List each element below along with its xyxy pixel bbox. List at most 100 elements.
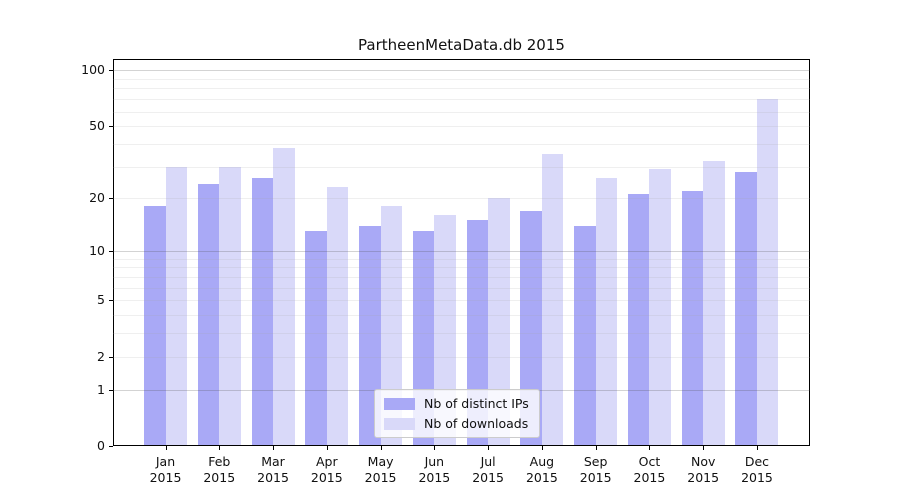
x-tick-year: 2015 [579, 470, 612, 485]
y-tick-label: 1 [97, 381, 105, 397]
y-tick-mark [109, 356, 113, 358]
bar-distinct-ips [735, 172, 757, 446]
y-gridline-minor [113, 300, 810, 302]
y-tick-mark [109, 198, 113, 200]
legend-item-downloads: Nb of downloads [384, 416, 529, 431]
x-tick-mark [756, 446, 758, 450]
legend-swatch-downloads [384, 417, 415, 430]
y-gridline-major [113, 70, 810, 72]
y-gridline-minor [113, 333, 810, 335]
bar-downloads [273, 147, 295, 446]
x-tick-month: Mar [261, 454, 285, 469]
y-tick-label: 20 [89, 190, 105, 206]
x-tick-year: 2015 [257, 470, 289, 485]
x-tick-month: Oct [638, 454, 661, 469]
x-tick-month: Jun [424, 454, 445, 469]
y-gridline-minor [113, 315, 810, 317]
x-tick-month: Jan [155, 454, 176, 469]
x-tick-label: Jun 2015 [398, 454, 470, 486]
y-gridline-minor [113, 111, 810, 113]
plot-area [113, 59, 810, 446]
bar-downloads [219, 166, 241, 446]
y-tick-label: 50 [89, 118, 105, 134]
bar-distinct-ips [681, 190, 704, 446]
x-tick-year: 2015 [418, 470, 451, 485]
x-tick-year: 2015 [525, 470, 558, 485]
y-tick-mark [109, 300, 113, 302]
bar-downloads [165, 166, 187, 446]
x-tick-year: 2015 [149, 470, 182, 485]
x-tick-month: Feb [208, 454, 231, 469]
bar-downloads [649, 169, 671, 446]
x-tick-label: Jul 2015 [452, 454, 524, 486]
bar-downloads [380, 206, 403, 446]
bar-distinct-ips [305, 231, 327, 446]
y-gridline-minor [113, 276, 810, 278]
x-tick-year: 2015 [203, 470, 236, 485]
bar-downloads [541, 154, 564, 446]
y-tick-label: 0 [97, 438, 105, 453]
x-tick-year: 2015 [364, 470, 397, 485]
y-gridline-minor [113, 166, 810, 168]
bar-downloads [488, 198, 510, 446]
y-tick-mark [109, 250, 113, 252]
y-tick-mark [109, 389, 113, 391]
legend-label-downloads: Nb of downloads [424, 416, 529, 431]
x-tick-year: 2015 [310, 470, 343, 485]
legend: Nb of distinct IPs Nb of downloads [374, 389, 540, 438]
x-tick-label: May 2015 [345, 454, 417, 486]
y-tick-mark [109, 446, 113, 447]
y-gridline-minor [113, 287, 810, 289]
x-tick-mark [434, 446, 436, 450]
x-tick-year: 2015 [741, 470, 773, 485]
bar-downloads [595, 177, 618, 446]
y-gridline-minor [113, 198, 810, 200]
y-gridline-minor [113, 258, 810, 260]
x-tick-label: Aug 2015 [506, 454, 578, 486]
x-tick-month: Jul [480, 454, 496, 469]
bar-distinct-ips [627, 194, 650, 446]
x-tick-mark [649, 446, 651, 450]
y-gridline-minor [113, 88, 810, 90]
y-gridline-minor [113, 99, 810, 101]
y-gridline-minor [113, 143, 810, 145]
x-tick-label: Mar 2015 [237, 454, 309, 486]
x-tick-mark [703, 446, 705, 450]
x-tick-mark [326, 446, 328, 450]
x-tick-mark [488, 446, 490, 450]
x-tick-month: Dec [744, 454, 770, 469]
bar-downloads [326, 187, 349, 446]
bar-downloads [756, 99, 779, 446]
x-tick-label: Nov 2015 [667, 454, 739, 486]
y-tick-label: 100 [81, 62, 105, 78]
x-tick-mark [380, 446, 382, 450]
legend-swatch-distinct-ips [384, 397, 415, 410]
x-tick-year: 2015 [633, 470, 666, 485]
chart-title: PartheenMetaData.db 2015 [358, 36, 565, 54]
x-tick-month: Sep [583, 454, 608, 469]
x-tick-mark [165, 446, 167, 450]
y-gridline-minor [113, 126, 810, 128]
bar-downloads [434, 215, 456, 446]
x-tick-month: Apr [315, 454, 338, 469]
y-tick-label: 2 [97, 348, 105, 364]
x-tick-month: Aug [529, 454, 555, 469]
y-tick-label: 10 [89, 242, 105, 258]
x-tick-label: Oct 2015 [613, 454, 685, 486]
y-gridline-major [113, 250, 810, 252]
x-tick-mark [595, 446, 597, 450]
x-tick-label: Jan 2015 [130, 454, 202, 486]
x-tick-label: Sep 2015 [560, 454, 632, 486]
bar-distinct-ips [574, 225, 596, 446]
x-tick-label: Feb 2015 [183, 454, 255, 486]
x-tick-mark [273, 446, 275, 450]
y-tick-label: 5 [97, 292, 105, 308]
y-gridline-minor [113, 78, 810, 80]
legend-label-distinct-ips: Nb of distinct IPs [424, 396, 529, 411]
y-gridline-minor [113, 267, 810, 269]
bar-distinct-ips [520, 210, 542, 446]
x-tick-year: 2015 [687, 470, 720, 485]
x-tick-year: 2015 [472, 470, 505, 485]
y-tick-mark [109, 70, 113, 72]
